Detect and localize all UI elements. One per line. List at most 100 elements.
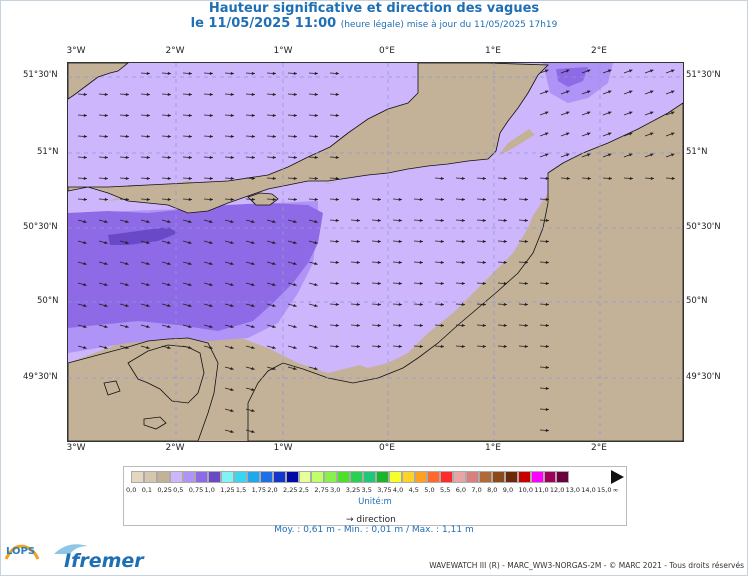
wave-direction-arrowhead [671, 176, 675, 180]
wave-direction-arrowhead [146, 155, 150, 159]
wave-direction-arrowhead [230, 324, 234, 329]
wave-direction-arrowhead [649, 153, 654, 157]
wave-direction-arrowhead [293, 92, 297, 96]
wave-direction-arrowhead [104, 324, 108, 329]
wave-direction-arrowhead [608, 176, 612, 180]
wave-direction-arrowhead [503, 239, 507, 243]
wave-direction-arrowhead [440, 344, 444, 348]
wave-direction-arrowhead [125, 324, 129, 329]
colorbar-tick-label: 5,0 [424, 486, 435, 494]
lon-label-bottom-1e: 1°E [485, 443, 501, 453]
colorbar-swatch [131, 471, 144, 483]
colorbar-tick-label: 0,0 [126, 486, 137, 494]
wave-direction-arrowhead [544, 132, 549, 136]
wave-direction-arrowhead [293, 176, 297, 180]
wave-direction-arrowhead [503, 176, 507, 180]
colorbar-swatch [530, 471, 544, 483]
wave-direction-arrowhead [230, 429, 234, 434]
wave-direction-arrowhead [272, 240, 276, 245]
colorbar-tick-label: 13,0 [565, 486, 581, 494]
wave-direction-arrowhead [272, 134, 276, 138]
wave-direction-arrowhead [628, 69, 633, 73]
wave-direction-arrowhead [272, 324, 276, 329]
color-legend: 0,0 0,1 0,25 0,5 0,75 1,0 1,25 1,5 1,75 2,0 2,25 2,… [123, 466, 627, 526]
wave-direction-arrowhead [314, 282, 318, 287]
wave-direction-arrowhead [104, 261, 108, 266]
wave-direction-arrowhead [146, 92, 150, 96]
wave-direction-arrowhead [565, 90, 570, 94]
wave-direction-arrowhead [230, 71, 234, 75]
wave-direction-arrowhead [104, 197, 108, 201]
colorbar-swatch [311, 471, 325, 483]
wave-direction-arrowhead [146, 345, 150, 350]
colorbar-swatch [182, 471, 196, 483]
wave-direction-arrowhead [419, 197, 423, 201]
wave-direction-arrowhead [104, 345, 108, 350]
wave-direction-arrowhead [335, 176, 339, 180]
colorbar-tick-label: 0,25 [157, 486, 172, 494]
wave-direction-arrowhead [83, 113, 87, 117]
wave-direction-arrowhead [230, 408, 234, 413]
wave-direction-arrowhead [293, 324, 297, 329]
colorbar-swatch [324, 471, 338, 483]
wave-direction-arrowhead [356, 218, 360, 222]
wave-direction-arrowhead [167, 113, 171, 117]
wave-direction-arrowhead [586, 90, 591, 94]
wave-direction-arrowhead [670, 132, 675, 136]
normandy-coast [247, 102, 683, 441]
wave-direction-arrowhead [482, 218, 486, 222]
wave-direction-arrowhead [188, 92, 192, 96]
wave-direction-arrowhead [482, 344, 486, 348]
wave-direction-arrowhead [83, 282, 87, 287]
wave-direction-arrowhead [377, 260, 381, 264]
wave-direction-arrowhead [314, 113, 318, 117]
wave-direction-arrowhead [398, 260, 402, 264]
isle-of-wight [247, 192, 279, 206]
wave-direction-arrowhead [83, 176, 87, 180]
colorbar-tick-label: 0,5 [173, 486, 184, 494]
wave-direction-arrowhead [607, 69, 612, 73]
wave-direction-arrowhead [524, 239, 528, 243]
unit-label: Unité:m [358, 497, 392, 507]
wave-direction-arrowhead [544, 153, 549, 157]
wave-direction-arrowhead [670, 153, 675, 157]
colorbar-tick-label: 3,75 [377, 486, 392, 494]
wave-direction-arrowhead [377, 218, 381, 222]
wave-direction-arrowhead [482, 281, 486, 285]
wave-direction-arrowhead [83, 92, 87, 96]
wave-direction-arrowhead [167, 345, 171, 350]
lat-label-right-49-30: 49°30'N [686, 372, 721, 382]
wave-direction-arrowhead [146, 134, 150, 138]
wave-direction-arrowhead [272, 197, 276, 201]
wave-direction-arrowhead [607, 132, 612, 136]
wave-direction-arrowhead [230, 240, 234, 245]
wave-direction-arrowhead [314, 303, 318, 308]
wave-direction-arrowhead [209, 240, 213, 245]
wave-direction-arrowhead [545, 239, 549, 243]
colorbar-tick-label: ∞ [612, 486, 619, 494]
wave-direction-arrowhead [272, 303, 276, 308]
wave-direction-arrowhead [125, 303, 129, 308]
wave-direction-arrowhead [524, 302, 528, 306]
colorbar-swatch [221, 471, 235, 483]
wave-direction-arrowhead [586, 69, 591, 73]
wave-direction-arrowhead [146, 197, 150, 201]
wave-direction-arrowhead [146, 324, 150, 329]
wave-direction-arrowhead [398, 197, 402, 201]
wave-direction-arrowhead [524, 260, 528, 264]
colorbar-swatch [259, 471, 273, 483]
wave-direction-arrowhead [146, 71, 150, 75]
wave-direction-arrowhead [104, 282, 108, 287]
wave-direction-arrowhead [461, 176, 465, 180]
colorbar-tick-label: 9,0 [502, 486, 514, 494]
wave-direction-arrowhead [356, 344, 360, 348]
wave-direction-arrowhead [440, 302, 444, 306]
colorbar-tick-label: 2,75 [314, 486, 329, 494]
wave-direction-arrowhead [83, 261, 87, 266]
wave-map[interactable] [67, 62, 684, 442]
lops-logo [4, 541, 40, 565]
wave-direction-arrowhead [314, 261, 318, 266]
wave-direction-arrowhead [565, 111, 570, 115]
wave-direction-arrowhead [230, 113, 234, 117]
page-title: Hauteur significative et direction des v… [208, 1, 540, 16]
